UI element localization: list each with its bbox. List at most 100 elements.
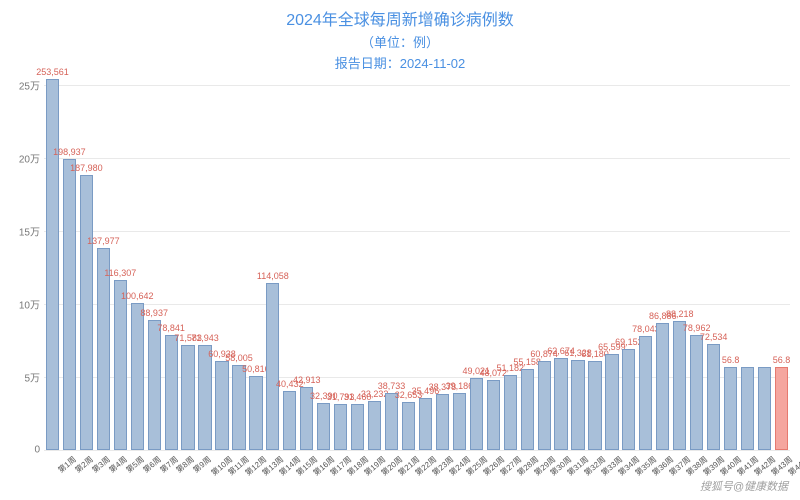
bar-wrap: 42,913	[298, 70, 315, 450]
bar-wrap: 32,390	[315, 70, 332, 450]
bar-wrap: 100,642	[129, 70, 146, 450]
bar-wrap: 58,005	[230, 70, 247, 450]
bar	[300, 387, 313, 450]
bar-wrap: 114,058	[264, 70, 281, 450]
y-tick-label: 0	[34, 445, 40, 456]
bar	[504, 375, 517, 450]
bar	[46, 79, 59, 450]
y-axis: 05万10万15万20万25万	[0, 70, 44, 450]
bar-wrap: 60,874	[536, 70, 553, 450]
bar	[334, 404, 347, 450]
bar-wrap: 38,733	[383, 70, 400, 450]
bar-wrap: 78,043	[637, 70, 654, 450]
bar-wrap: 137,977	[95, 70, 112, 450]
bar	[351, 404, 364, 450]
bar-wrap: 31,793	[332, 70, 349, 450]
bar-wrap: 69,152	[620, 70, 637, 450]
bar	[741, 367, 754, 450]
y-tick-label: 25万	[19, 77, 40, 92]
bar-wrap: 51,182	[502, 70, 519, 450]
bar	[639, 336, 652, 450]
y-tick-label: 20万	[19, 150, 40, 165]
bar	[571, 360, 584, 450]
bar-wrap: 40,432	[281, 70, 298, 450]
bar-wrap: 88,937	[146, 70, 163, 450]
bar-wrap: 71,583	[180, 70, 197, 450]
bars-container: 253,561198,937187,980137,977116,307100,6…	[44, 70, 790, 450]
bar-value-label: 56.8	[773, 355, 791, 365]
bar	[80, 175, 93, 450]
bar-wrap: 116,307	[112, 70, 129, 450]
y-tick-label: 5万	[24, 369, 40, 384]
y-tick-label: 10万	[19, 296, 40, 311]
bar-wrap: 198,937	[61, 70, 78, 450]
bar-wrap: 86,886	[654, 70, 671, 450]
bar	[198, 345, 211, 450]
bar	[215, 361, 228, 450]
bar	[521, 369, 534, 450]
bar	[690, 335, 703, 450]
chart-title: 2024年全球每周新增确诊病例数	[0, 6, 800, 30]
gridline	[44, 450, 790, 451]
bar	[249, 376, 262, 450]
bar	[283, 391, 296, 450]
bar	[131, 303, 144, 450]
bar-wrap: 35,496	[417, 70, 434, 450]
bar-wrap: 71,943	[197, 70, 214, 450]
bar	[487, 380, 500, 450]
bar-wrap: 49,021	[468, 70, 485, 450]
bar-wrap: 31,460	[349, 70, 366, 450]
bar	[266, 283, 279, 450]
bar-wrap: 56.8	[722, 70, 739, 450]
bar-wrap: 55,158	[519, 70, 536, 450]
bar-wrap: 32,653	[400, 70, 417, 450]
bar	[453, 393, 466, 450]
bar	[554, 358, 567, 450]
bar-wrap: 61,328	[570, 70, 587, 450]
bar	[419, 398, 432, 450]
bar-wrap: 48,072	[485, 70, 502, 450]
bar-value-label: 56.8	[722, 355, 740, 365]
bar-wrap: 56.8	[773, 70, 790, 450]
bar-wrap: 65,599	[603, 70, 620, 450]
bar-wrap: 187,980	[78, 70, 95, 450]
bar	[758, 367, 771, 450]
bar-wrap: 50,816	[247, 70, 264, 450]
bar	[402, 402, 415, 450]
bar	[588, 361, 601, 450]
bar-wrap: 253,561	[44, 70, 61, 450]
bar	[470, 378, 483, 450]
bar	[724, 367, 737, 450]
bar	[436, 394, 449, 450]
bar-wrap: 38,378	[434, 70, 451, 450]
chart-subtitle: （单位：例）	[0, 32, 800, 51]
bar	[775, 367, 788, 450]
bar	[63, 159, 76, 450]
bar	[181, 345, 194, 450]
bar	[97, 248, 110, 450]
bar	[605, 354, 618, 450]
bar-wrap: 60,938	[214, 70, 231, 450]
bar-wrap: 72,534	[705, 70, 722, 450]
watermark: 搜狐号@健康数据	[700, 478, 788, 494]
bar-wrap	[756, 70, 773, 450]
x-axis: 第1周第2周第3周第4周第5周第6周第7周第8周第9周第10周第11周第12周第…	[44, 452, 790, 492]
bar-wrap: 88,218	[671, 70, 688, 450]
bar-wrap: 33,232	[366, 70, 383, 450]
bar	[673, 321, 686, 450]
bar	[232, 365, 245, 450]
bar-wrap	[739, 70, 756, 450]
bar-wrap: 78,962	[688, 70, 705, 450]
bar	[707, 344, 720, 450]
bar	[165, 335, 178, 450]
bar	[368, 401, 381, 450]
bar	[538, 361, 551, 450]
bar	[148, 320, 161, 450]
bar	[656, 323, 669, 450]
bar-wrap: 61,180	[587, 70, 604, 450]
bar	[114, 280, 127, 450]
bar	[317, 403, 330, 450]
bar-wrap: 62,674	[553, 70, 570, 450]
y-tick-label: 15万	[19, 223, 40, 238]
bar	[622, 349, 635, 450]
